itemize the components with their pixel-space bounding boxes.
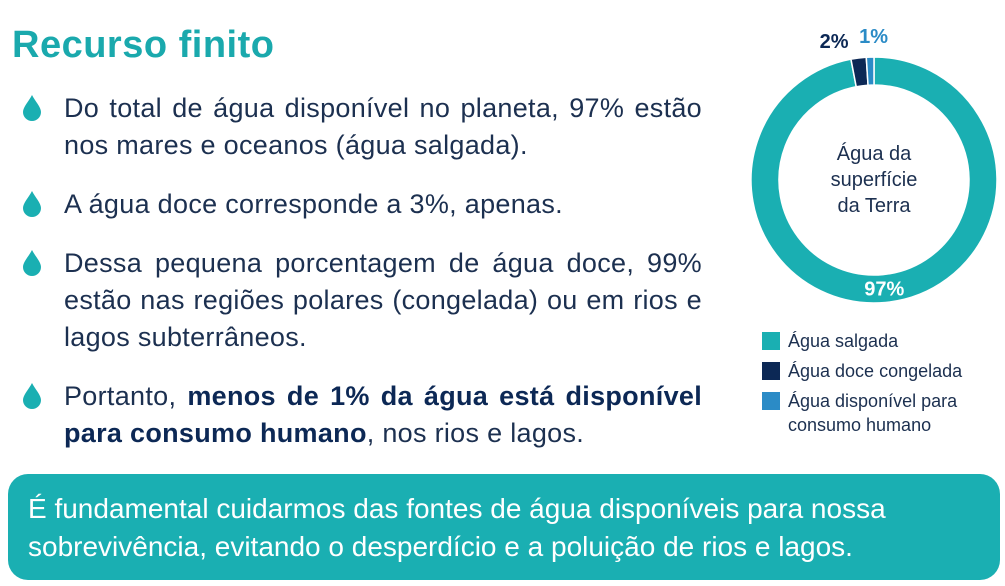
text: , nos rios e lagos.	[366, 418, 585, 448]
drop-icon	[23, 95, 41, 121]
text: Dessa pequena porcentagem de água doce, …	[64, 248, 702, 352]
title: Recurso finito	[12, 24, 275, 66]
drop-icon	[23, 250, 41, 276]
text: A água doce corresponde a 3%, apenas.	[64, 189, 563, 219]
bullet-item: Portanto, menos de 1% da água está dispo…	[22, 378, 702, 452]
value-label: 1%	[859, 26, 888, 48]
center-label: Água da superfície da Terra	[831, 142, 918, 217]
text: Do total de água disponível no planeta, …	[64, 93, 702, 160]
bold-text: menos de 1% da água está disponível para…	[64, 381, 702, 448]
legend-swatch	[762, 392, 780, 410]
bullet-item: A água doce corresponde a 3%, apenas.	[22, 186, 702, 223]
footer-note: É fundamental cuidarmos das fontes de ág…	[8, 474, 1000, 580]
legend-swatch	[762, 332, 780, 350]
donut-segment	[750, 56, 998, 304]
bullet-item: Do total de água disponível no planeta, …	[22, 90, 702, 164]
legend-label: Água doce congelada	[788, 361, 963, 381]
bullet-item: Dessa pequena porcentagem de água doce, …	[22, 245, 702, 356]
donut-segment	[865, 56, 875, 86]
value-label: 2%	[820, 31, 849, 53]
legend-swatch	[762, 362, 780, 380]
drop-icon	[23, 383, 41, 409]
text: Portanto,	[64, 381, 188, 411]
value-label: 97%	[864, 279, 904, 301]
donut-chart: 97% 2% 1% Água da superfície da Terra Água sal…	[750, 26, 998, 435]
drop-icon	[23, 191, 41, 217]
legend-label: Água disponível para consumo humano	[788, 391, 958, 435]
bullet-list: Do total de água disponível no planeta, …	[22, 90, 702, 474]
legend-label: Água salgada	[788, 331, 899, 351]
